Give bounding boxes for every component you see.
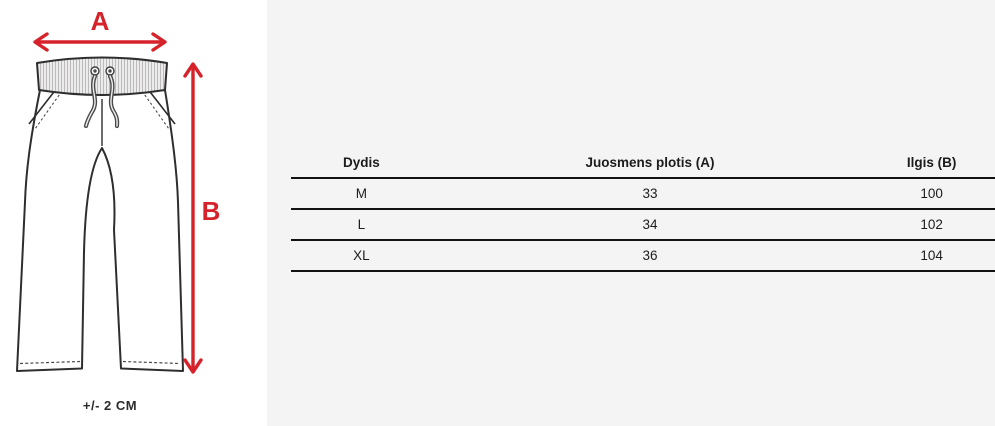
table-row-m: M 33 100 (291, 178, 995, 210)
pants-diagram (16, 32, 203, 374)
col-header-size: Dydis (291, 148, 432, 179)
cell-length: 102 (868, 209, 995, 241)
drawstrings (83, 73, 120, 129)
col-header-waist: Juosmens plotis (A) (431, 148, 869, 179)
cell-size: M (291, 178, 432, 210)
cell-waist: 33 (431, 178, 869, 210)
table-row-xl: XL 36 104 (291, 240, 995, 272)
cell-size: XL (291, 240, 432, 272)
size-table-panel: Dydis Juosmens plotis (A) Ilgis (B) M 33… (267, 0, 995, 426)
arrow-b-length (183, 62, 203, 374)
arrow-a-waist (33, 32, 167, 52)
col-header-length: Ilgis (B) (868, 148, 995, 179)
cell-waist: 36 (431, 240, 869, 272)
tolerance-note: +/- 2 CM (82, 398, 138, 413)
measurement-label-a: A (90, 6, 110, 36)
waistband (36, 56, 168, 96)
size-diagram-panel: A B +/- 2 CM (0, 0, 267, 426)
cell-size: L (291, 209, 432, 241)
size-table-header-row: Dydis Juosmens plotis (A) Ilgis (B) (291, 148, 995, 179)
hem-stitch-lines (19, 360, 181, 365)
cell-length: 100 (868, 178, 995, 210)
pocket-lines (28, 87, 176, 130)
size-table: Dydis Juosmens plotis (A) Ilgis (B) M 33… (291, 148, 995, 272)
pants-body (16, 87, 184, 372)
measurement-label-b: B (201, 196, 221, 226)
cell-waist: 34 (431, 209, 869, 241)
table-row-l: L 34 102 (291, 209, 995, 241)
cell-length: 104 (868, 240, 995, 272)
